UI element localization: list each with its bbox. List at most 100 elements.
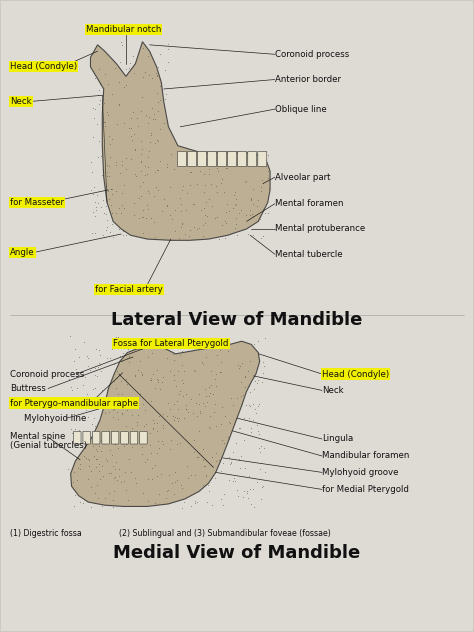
- Point: [227, 393, 234, 403]
- Point: [230, 473, 238, 483]
- Point: [206, 388, 214, 398]
- Point: [160, 410, 167, 420]
- Point: [186, 166, 194, 176]
- Point: [94, 198, 101, 209]
- Point: [95, 63, 103, 73]
- Point: [257, 458, 264, 468]
- Point: [98, 461, 106, 471]
- Point: [109, 461, 117, 471]
- Point: [176, 193, 183, 204]
- Point: [164, 162, 171, 172]
- Point: [115, 464, 123, 474]
- Point: [147, 130, 155, 140]
- Point: [200, 203, 208, 213]
- FancyBboxPatch shape: [121, 432, 128, 444]
- Text: for Facial artery: for Facial artery: [95, 285, 163, 294]
- Point: [69, 477, 77, 487]
- Point: [249, 184, 257, 194]
- Point: [171, 467, 179, 477]
- Text: Coronoid process: Coronoid process: [275, 50, 349, 59]
- Point: [114, 397, 122, 407]
- Point: [108, 200, 115, 210]
- Point: [159, 423, 167, 433]
- Point: [122, 467, 129, 477]
- Point: [95, 99, 102, 109]
- Point: [110, 435, 118, 445]
- Point: [91, 370, 98, 380]
- Point: [88, 185, 95, 195]
- Point: [124, 436, 131, 446]
- Point: [70, 501, 78, 511]
- Point: [108, 184, 115, 194]
- Point: [79, 499, 87, 509]
- Point: [200, 444, 207, 454]
- Point: [118, 161, 126, 171]
- Point: [145, 112, 153, 122]
- Point: [132, 169, 139, 179]
- Point: [185, 148, 192, 158]
- Point: [84, 454, 91, 464]
- Point: [183, 461, 191, 471]
- Point: [118, 477, 125, 487]
- Point: [183, 346, 191, 356]
- Point: [156, 124, 164, 134]
- Point: [106, 427, 113, 437]
- Point: [128, 112, 135, 123]
- Point: [211, 399, 219, 409]
- Point: [130, 426, 137, 436]
- Point: [100, 208, 108, 218]
- Point: [104, 456, 111, 466]
- Point: [80, 337, 87, 347]
- Point: [260, 443, 267, 453]
- Point: [184, 407, 192, 417]
- Point: [92, 344, 100, 355]
- Point: [257, 186, 265, 197]
- Point: [175, 159, 183, 169]
- Point: [112, 160, 119, 170]
- Point: [104, 110, 112, 120]
- Point: [245, 400, 253, 410]
- Point: [254, 426, 262, 436]
- Point: [138, 449, 146, 459]
- Point: [220, 437, 228, 447]
- Point: [173, 413, 181, 423]
- Point: [156, 156, 164, 166]
- Point: [159, 372, 166, 382]
- Point: [162, 492, 170, 502]
- Point: [83, 351, 91, 362]
- Point: [133, 396, 141, 406]
- Point: [112, 382, 120, 392]
- Point: [114, 332, 122, 342]
- Point: [110, 404, 118, 415]
- Point: [202, 148, 210, 158]
- Point: [95, 85, 102, 95]
- Point: [119, 439, 127, 449]
- Point: [252, 408, 260, 418]
- Text: Mylohyoid groove: Mylohyoid groove: [322, 468, 399, 477]
- Point: [164, 44, 172, 54]
- Point: [113, 119, 120, 129]
- Point: [247, 195, 255, 205]
- Point: [112, 402, 120, 412]
- Point: [102, 116, 109, 126]
- Point: [130, 210, 138, 220]
- FancyBboxPatch shape: [258, 152, 267, 167]
- Point: [231, 149, 238, 159]
- Point: [154, 448, 161, 458]
- FancyBboxPatch shape: [208, 152, 217, 167]
- Point: [255, 336, 262, 346]
- Point: [112, 157, 119, 167]
- Point: [136, 389, 144, 399]
- Point: [127, 58, 134, 68]
- Point: [100, 98, 108, 108]
- Point: [137, 137, 144, 147]
- Point: [149, 114, 157, 124]
- Point: [153, 88, 160, 98]
- Point: [134, 416, 141, 427]
- Point: [129, 51, 137, 61]
- Point: [107, 184, 115, 194]
- Point: [257, 494, 265, 504]
- Point: [118, 408, 126, 418]
- Point: [117, 370, 124, 380]
- Point: [90, 189, 97, 199]
